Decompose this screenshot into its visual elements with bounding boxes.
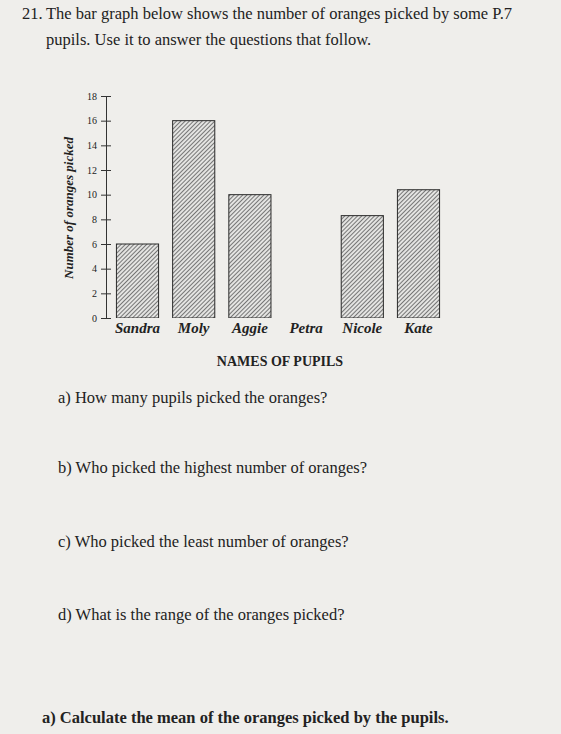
y-axis-line bbox=[106, 97, 107, 319]
y-tick-label: 0 bbox=[92, 313, 97, 324]
y-tick-label: 18 bbox=[87, 91, 97, 102]
y-tick-label: 4 bbox=[92, 263, 97, 274]
y-tick-mark bbox=[101, 244, 111, 245]
y-tick-mark bbox=[101, 269, 111, 270]
y-tick: 4 bbox=[92, 263, 111, 274]
x-tick-label: Sandra bbox=[115, 320, 161, 336]
y-tick-mark bbox=[101, 121, 111, 122]
y-tick-mark bbox=[101, 145, 111, 146]
y-tick: 10 bbox=[87, 189, 111, 200]
question: b) Who picked the highest number of oran… bbox=[58, 458, 367, 477]
y-tick-mark bbox=[101, 219, 111, 220]
question: a) How many pupils picked the oranges? bbox=[58, 388, 327, 407]
y-tick-label: 12 bbox=[87, 165, 97, 176]
background bbox=[0, 0, 561, 734]
bar bbox=[173, 121, 215, 318]
instruction-line: The bar graph below shows the number of … bbox=[46, 4, 512, 23]
x-tick-label: Moly bbox=[177, 320, 210, 336]
y-tick-mark bbox=[101, 195, 111, 196]
x-axis-title: NAMES OF PUPILS bbox=[217, 354, 343, 369]
y-tick-mark bbox=[101, 96, 111, 97]
bar bbox=[341, 216, 383, 318]
y-tick: 2 bbox=[92, 288, 111, 299]
bars bbox=[116, 121, 439, 318]
bar bbox=[285, 318, 327, 319]
question: c) Who picked the least number of orange… bbox=[58, 532, 349, 551]
x-tick-label: Aggie bbox=[231, 320, 268, 336]
y-tick: 16 bbox=[87, 115, 111, 126]
y-tick-label: 2 bbox=[92, 288, 97, 299]
y-tick: 0 bbox=[92, 313, 111, 324]
x-tick-label: Kate bbox=[403, 320, 433, 336]
y-tick: 6 bbox=[92, 239, 111, 250]
question: d) What is the range of the oranges pick… bbox=[58, 605, 345, 624]
y-tick-label: 10 bbox=[87, 189, 97, 200]
y-tick-label: 8 bbox=[92, 214, 97, 225]
question-number: 21. bbox=[22, 4, 43, 23]
y-axis: 0 2 4 6 8 10 12 14 16 18 bbox=[87, 91, 111, 324]
page: 21.The bar graph below shows the number … bbox=[0, 0, 561, 734]
y-axis-title: Number of oranges picked bbox=[61, 137, 76, 280]
x-tick-label: Petra bbox=[289, 320, 323, 336]
x-tick-label: Nicole bbox=[341, 320, 382, 336]
bar bbox=[116, 244, 158, 318]
y-tick-mark bbox=[101, 318, 111, 319]
y-tick-label: 14 bbox=[87, 140, 97, 151]
y-tick-mark bbox=[101, 293, 111, 294]
question: a) Calculate the mean of the oranges pic… bbox=[42, 708, 449, 727]
instruction-line: pupils. Use it to answer the questions t… bbox=[46, 30, 371, 49]
y-tick-label: 16 bbox=[87, 115, 97, 126]
y-tick: 18 bbox=[87, 91, 111, 102]
y-tick-label: 6 bbox=[92, 239, 97, 250]
bar bbox=[229, 195, 271, 318]
bar bbox=[397, 190, 439, 318]
y-tick: 8 bbox=[92, 214, 111, 225]
y-tick: 14 bbox=[87, 140, 111, 151]
y-tick-mark bbox=[101, 170, 111, 171]
y-tick: 12 bbox=[87, 165, 111, 176]
